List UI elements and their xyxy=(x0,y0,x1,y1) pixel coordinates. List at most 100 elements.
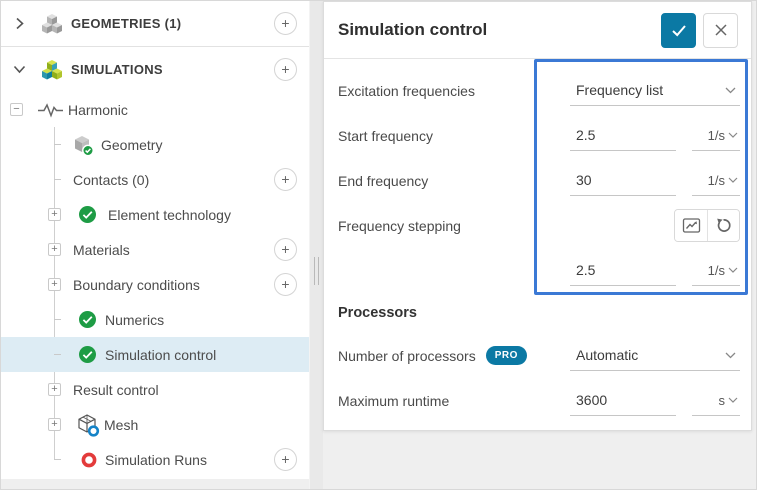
apply-button[interactable] xyxy=(661,12,696,48)
maximum-runtime-input[interactable]: 3600 xyxy=(570,386,676,416)
tree-item-mesh[interactable]: + Mesh xyxy=(1,407,309,442)
unit-value: 1/s xyxy=(707,172,725,188)
panel-divider xyxy=(324,58,751,59)
chevron-down-icon xyxy=(728,177,738,183)
chevron-down-icon xyxy=(728,397,738,403)
tree-item-simulation-control[interactable]: Simulation control xyxy=(1,337,309,372)
add-boundary-condition-button[interactable]: + xyxy=(274,273,297,296)
tree-item-label: Simulation control xyxy=(105,346,217,363)
start-frequency-unit-select[interactable]: 1/s xyxy=(692,121,740,151)
tree-item-element-technology[interactable]: + Element technology xyxy=(1,197,309,232)
chevron-down-icon xyxy=(728,267,738,273)
geometries-cubes-icon xyxy=(40,13,64,35)
panel-body: Excitation frequencies Frequency list St… xyxy=(324,59,751,423)
expand-plus-icon[interactable]: + xyxy=(48,418,61,431)
panel-actions xyxy=(661,12,738,48)
add-simulation-button[interactable]: + xyxy=(274,58,297,81)
add-material-button[interactable]: + xyxy=(274,238,297,261)
panel-title: Simulation control xyxy=(338,20,488,39)
input-value: 3600 xyxy=(576,392,608,408)
tree-item-numerics[interactable]: Numerics xyxy=(1,302,309,337)
tree-item-label: Contacts (0) xyxy=(73,171,150,188)
mesh-cube-icon xyxy=(76,413,100,437)
field-label: Number of processors PRO xyxy=(338,346,570,365)
field-row-step-value: 2.5 1/s xyxy=(338,248,740,293)
chevron-down-icon xyxy=(725,352,736,359)
tree-item-label: Mesh xyxy=(104,416,139,433)
sidebar-item-geometries[interactable]: GEOMETRIES (1) + xyxy=(1,1,309,46)
close-button[interactable] xyxy=(703,12,738,48)
chart-line-icon xyxy=(682,217,701,234)
tree-item-label: Numerics xyxy=(105,311,165,328)
field-row-end-frequency: End frequency 30 1/s xyxy=(338,158,740,203)
excitation-frequencies-select[interactable]: Frequency list xyxy=(570,76,740,106)
splitter[interactable] xyxy=(309,1,323,489)
tree-item-label: Boundary conditions xyxy=(73,276,200,293)
add-contact-button[interactable]: + xyxy=(274,168,297,191)
field-row-start-frequency: Start frequency 2.5 1/s xyxy=(338,113,740,158)
add-geometry-button[interactable]: + xyxy=(274,12,297,35)
field-label: Maximum runtime xyxy=(338,392,450,409)
chevron-down-icon xyxy=(728,132,738,138)
field-row-number-of-processors: Number of processors PRO Automatic xyxy=(338,333,740,378)
harmonic-waveform-icon xyxy=(38,102,64,118)
chevron-down-icon xyxy=(725,87,736,94)
check-icon xyxy=(671,24,687,37)
field-row-maximum-runtime: Maximum runtime 3600 s xyxy=(338,378,740,423)
status-check-icon xyxy=(78,310,97,329)
sidebar-item-label: SIMULATIONS xyxy=(71,62,163,77)
tree-tick xyxy=(54,179,61,180)
input-value: 30 xyxy=(576,172,592,188)
collapse-minus-icon[interactable]: − xyxy=(10,103,23,116)
tree-item-materials[interactable]: + Materials + xyxy=(1,232,309,267)
tree-item-label: Result control xyxy=(73,381,159,398)
tree-item-label: Materials xyxy=(73,241,130,258)
step-value-input[interactable]: 2.5 xyxy=(570,256,676,286)
field-label: Frequency stepping xyxy=(338,217,461,234)
tree-item-geometry[interactable]: Geometry xyxy=(1,127,309,162)
expand-plus-icon[interactable]: + xyxy=(48,278,61,291)
expand-plus-icon[interactable]: + xyxy=(48,208,61,221)
splitter-handle-icon[interactable] xyxy=(314,257,319,285)
tree-item-label: Geometry xyxy=(101,136,163,153)
table-plot-input-button[interactable] xyxy=(675,210,707,241)
chevron-right-icon[interactable] xyxy=(15,17,25,30)
number-of-processors-select[interactable]: Automatic xyxy=(570,341,740,371)
end-frequency-unit-select[interactable]: 1/s xyxy=(692,166,740,196)
select-value: Automatic xyxy=(576,347,639,363)
maximum-runtime-unit-select[interactable]: s xyxy=(692,386,740,416)
tree-tick xyxy=(54,459,61,460)
processors-section-header: Processors xyxy=(338,305,417,321)
unit-value: 1/s xyxy=(707,127,725,143)
expand-plus-icon[interactable]: + xyxy=(48,243,61,256)
panel-header: Simulation control xyxy=(324,2,751,58)
expand-plus-icon[interactable]: + xyxy=(48,383,61,396)
sidebar: GEOMETRIES (1) + xyxy=(1,1,309,479)
start-frequency-input[interactable]: 2.5 xyxy=(570,121,676,151)
field-label: Excitation frequencies xyxy=(338,82,475,99)
unit-value: s xyxy=(718,392,726,408)
undo-icon xyxy=(715,217,732,234)
tree-connector-line xyxy=(54,127,55,459)
tree-tick xyxy=(54,354,61,355)
field-label: Start frequency xyxy=(338,127,433,144)
sidebar-item-simulations[interactable]: SIMULATIONS + xyxy=(1,47,309,92)
step-value-unit-select[interactable]: 1/s xyxy=(692,256,740,286)
field-label-text: Number of processors xyxy=(338,347,476,364)
pro-badge: PRO xyxy=(485,346,527,365)
field-row-excitation-frequencies: Excitation frequencies Frequency list xyxy=(338,68,740,113)
chevron-down-icon[interactable] xyxy=(13,65,26,74)
add-simulation-run-button[interactable]: + xyxy=(274,448,297,471)
tree-item-boundary-conditions[interactable]: + Boundary conditions + xyxy=(1,267,309,302)
tree-item-simulation-runs[interactable]: Simulation Runs + xyxy=(1,442,309,477)
field-label: End frequency xyxy=(338,172,429,189)
simulation-tree: − Harmonic Geometry xyxy=(1,92,309,477)
tree-item-contacts[interactable]: Contacts (0) + xyxy=(1,162,309,197)
end-frequency-input[interactable]: 30 xyxy=(570,166,676,196)
reset-undo-icon-button[interactable] xyxy=(707,210,739,241)
simulation-runs-icon xyxy=(80,451,98,469)
simulations-cubes-icon xyxy=(40,59,64,81)
tree-item-label: Element technology xyxy=(108,206,231,223)
tree-item-result-control[interactable]: + Result control xyxy=(1,372,309,407)
tree-item-harmonic[interactable]: − Harmonic xyxy=(1,92,309,127)
